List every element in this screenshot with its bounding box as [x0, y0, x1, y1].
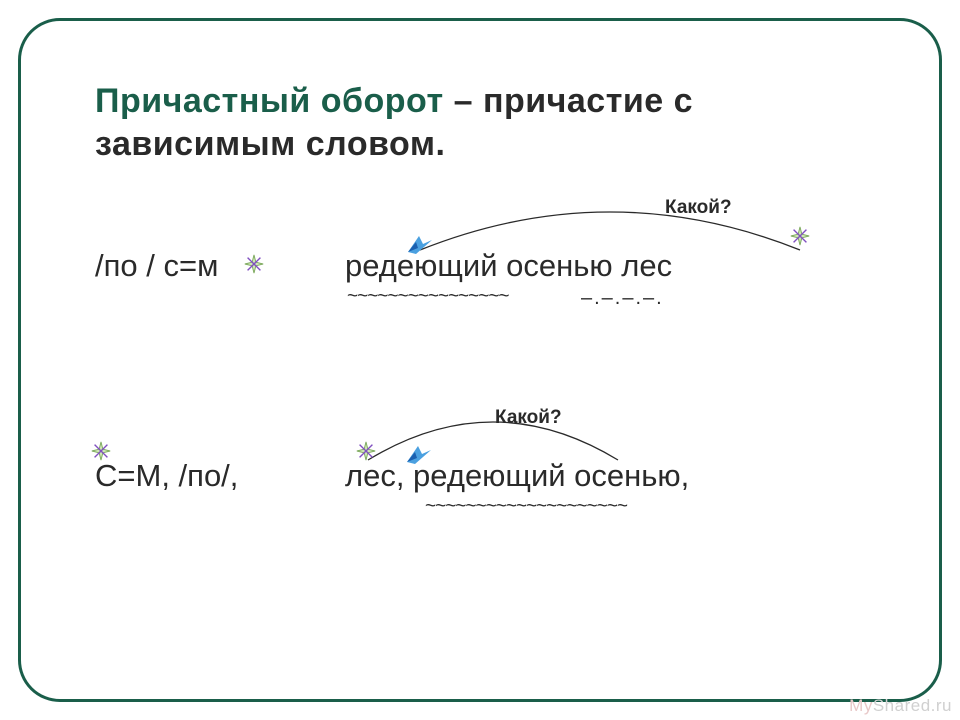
content-area: Какой? /по / с=м редеющий осенью лес ~~~… [95, 220, 900, 640]
arc-arrow-1 [415, 202, 805, 252]
watermark-part2: Shared.ru [873, 696, 952, 715]
watermark-part1: My [849, 696, 873, 715]
dash-underline-1: –.–.–.–. [581, 287, 664, 310]
title-part1: Причастный оборот [95, 82, 444, 120]
phrase-text-1: редеющий осенью лес [345, 248, 672, 284]
question-label-2: Какой? [495, 407, 562, 429]
formula-text-1: /по / с=м [95, 248, 218, 284]
wave-underline-1: ~~~~~~~~~~~~~~~~ [347, 286, 509, 308]
phrase-text-2: лес, редеющий осенью, [345, 458, 689, 494]
watermark: MyShared.ru [849, 696, 952, 716]
example-row-1: Какой? /по / с=м редеющий осенью лес ~~~… [95, 220, 900, 330]
wave-underline-2: ~~~~~~~~~~~~~~~~~~~~ [425, 496, 627, 518]
arc-arrow-2 [363, 412, 623, 462]
title-connector: – [444, 82, 483, 120]
formula-text-2: С=М, /по/, [95, 458, 238, 494]
slide-title: Причастный оборот – причастие с зависимы… [95, 80, 865, 165]
star-icon [243, 253, 265, 275]
example-row-2: Какой? С=М, /по/, лес, редеющий осенью, … [95, 430, 900, 540]
question-label-1: Какой? [665, 197, 732, 219]
star-icon [789, 225, 811, 247]
